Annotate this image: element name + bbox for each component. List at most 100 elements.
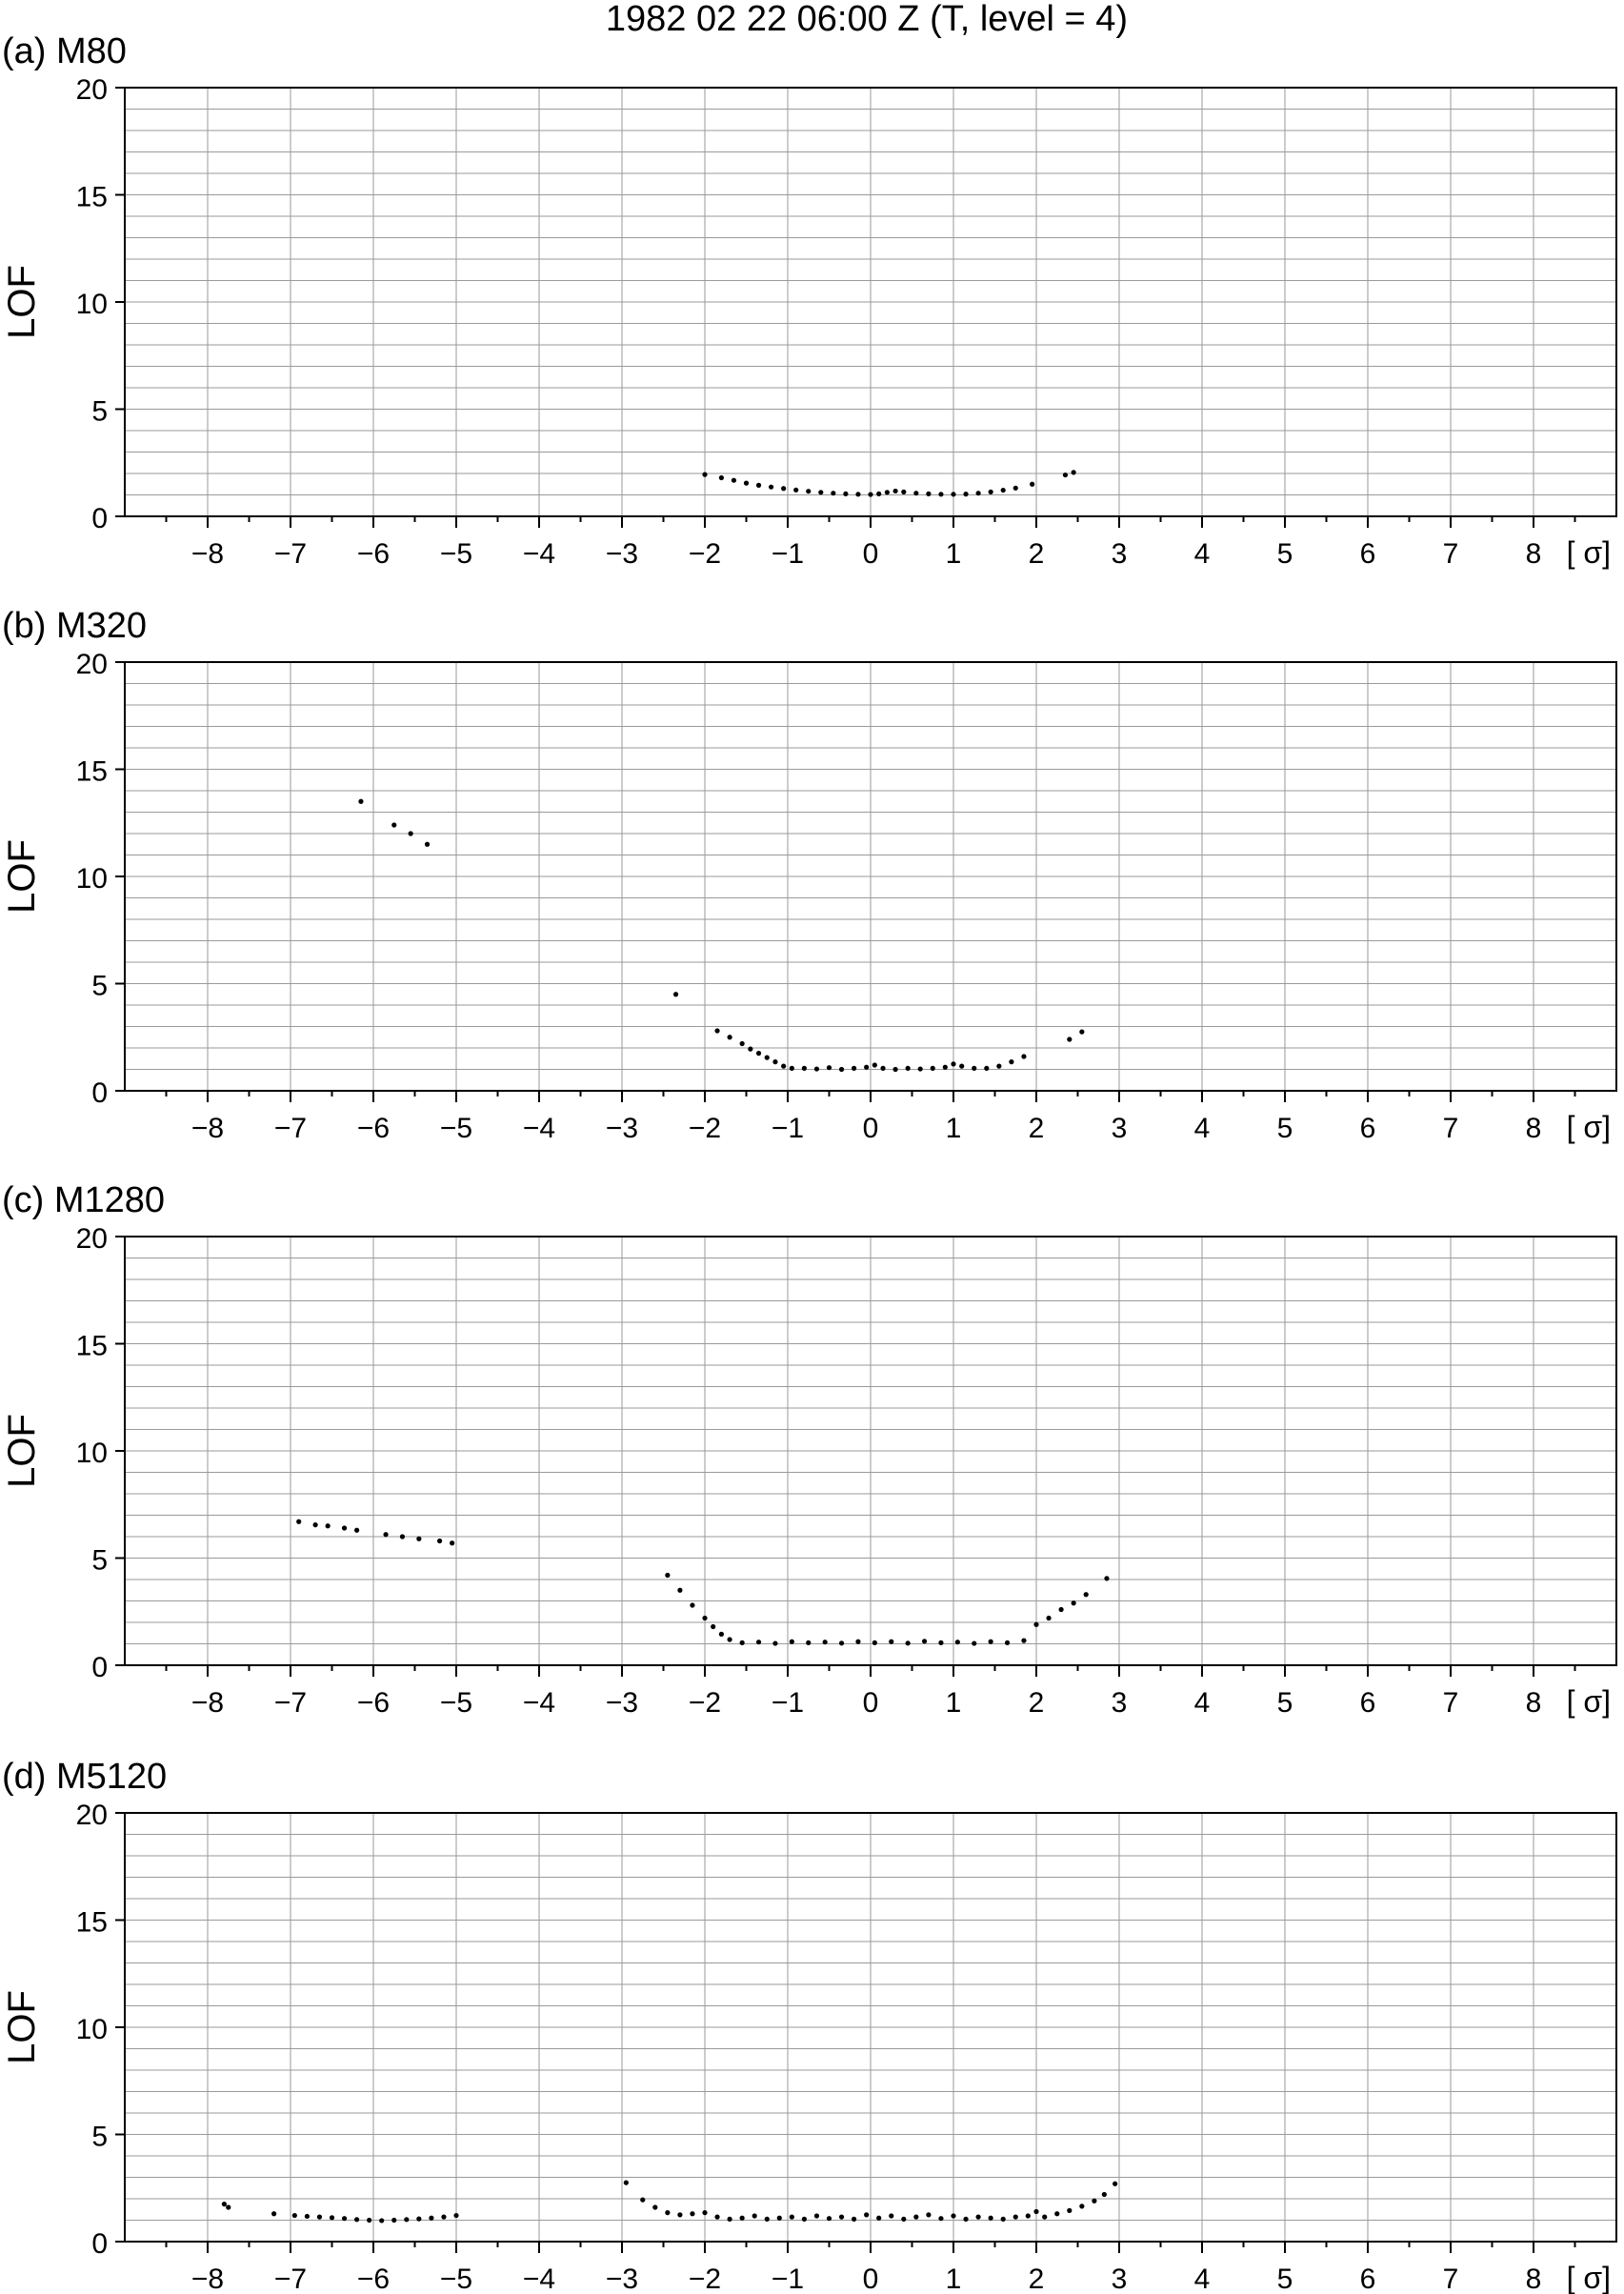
data-point	[711, 1623, 716, 1630]
x-tick-label: 5	[1277, 538, 1293, 570]
data-point	[801, 1065, 808, 1071]
data-point	[781, 486, 787, 492]
data-point	[1030, 481, 1035, 487]
y-axis-label: LOF	[1, 1990, 43, 2064]
data-point	[972, 1065, 977, 1071]
x-tick-label: 0	[863, 1687, 879, 1719]
data-point	[383, 1532, 389, 1538]
data-point	[880, 1065, 886, 1071]
data-point	[913, 2214, 919, 2220]
x-tick-label: −1	[772, 538, 804, 570]
data-point	[354, 1527, 360, 1533]
data-point	[450, 1540, 455, 1546]
x-tick-label: −2	[689, 1687, 721, 1719]
data-point	[1046, 1615, 1052, 1621]
x-tick-label: 4	[1194, 1687, 1211, 1719]
data-point	[1033, 2208, 1039, 2215]
data-point	[926, 2212, 932, 2218]
y-tick-label: 20	[76, 1800, 108, 1831]
x-tick-label: 2	[1029, 1113, 1045, 1144]
data-point	[872, 1062, 877, 1068]
data-point	[789, 2214, 794, 2220]
x-tick-label: 6	[1360, 1687, 1376, 1719]
data-point	[831, 491, 836, 496]
y-tick-label: 15	[76, 182, 108, 213]
data-point	[864, 2212, 870, 2218]
x-tick-label: −7	[274, 2264, 307, 2294]
data-point	[975, 491, 981, 496]
data-point	[1054, 2211, 1060, 2217]
x-tick-label: −8	[191, 1687, 224, 1719]
data-point	[652, 2204, 658, 2210]
data-point	[748, 1046, 753, 1052]
data-point	[665, 2210, 671, 2216]
data-point	[1021, 1638, 1027, 1643]
x-tick-label: 5	[1277, 1113, 1293, 1144]
x-tick-label: −1	[772, 1113, 804, 1144]
data-point	[731, 477, 737, 483]
y-tick-label: 5	[91, 971, 108, 1002]
data-point	[755, 482, 762, 488]
data-point	[855, 492, 861, 497]
x-tick-label: −6	[357, 1113, 390, 1144]
x-tick-label: 3	[1112, 2264, 1128, 2294]
data-point	[690, 2211, 695, 2217]
x-tick-label: 1	[946, 1687, 962, 1719]
chart-panel: (b) M320 0 5 10 15 20 −8 −7 −6 −5 −4 −3 −2 −1 0 1 2 3 4 5 6 7…	[1, 606, 1617, 1144]
data-point	[1083, 1592, 1089, 1598]
panel-label: (b) M320	[2, 606, 147, 646]
data-point	[813, 1066, 820, 1072]
data-point	[1021, 1054, 1027, 1059]
y-tick-label: 10	[76, 863, 108, 895]
data-point	[905, 1640, 911, 1646]
data-point	[752, 2213, 757, 2219]
y-tick-label: 0	[91, 1077, 108, 1109]
data-point	[341, 1525, 348, 1531]
data-point	[793, 487, 799, 493]
data-point	[316, 2214, 323, 2220]
data-point	[905, 1065, 911, 1071]
data-point	[781, 1063, 787, 1069]
data-point	[901, 2216, 907, 2222]
data-point	[959, 1063, 965, 1069]
data-point	[665, 1572, 671, 1579]
x-tick-label: −3	[606, 538, 638, 570]
x-tick-label: −1	[772, 1687, 804, 1719]
data-point	[677, 1587, 683, 1593]
data-point	[291, 2212, 297, 2219]
data-point	[769, 484, 774, 490]
x-tick-label: −5	[440, 1113, 472, 1144]
x-tick-label: 4	[1194, 1113, 1211, 1144]
data-point	[623, 2180, 629, 2185]
data-point	[838, 2214, 845, 2220]
data-point	[379, 2218, 385, 2224]
data-point	[822, 1640, 828, 1645]
data-point	[984, 1065, 990, 1071]
x-tick-label: 2	[1029, 2264, 1045, 2294]
x-tick-label: −8	[191, 538, 224, 570]
x-tick-label: 8	[1526, 1113, 1542, 1144]
y-tick-label: 15	[76, 1907, 108, 1939]
data-point	[718, 474, 725, 481]
x-tick-label: −5	[440, 538, 472, 570]
data-point	[963, 492, 969, 497]
data-point	[325, 1523, 331, 1529]
x-tick-label: 0	[863, 1113, 879, 1144]
data-point	[975, 2214, 981, 2220]
data-point	[1079, 2203, 1085, 2209]
data-point	[1033, 1621, 1039, 1627]
data-point	[988, 2215, 993, 2221]
x-tick-label: −4	[523, 538, 555, 570]
data-point	[727, 2216, 732, 2222]
data-point	[429, 2215, 434, 2221]
x-tick-label: −6	[357, 2264, 390, 2294]
data-point	[1067, 2207, 1073, 2213]
y-tick-label: 20	[76, 74, 108, 106]
data-point	[838, 1640, 845, 1646]
data-point	[367, 2217, 372, 2224]
chart-panel: (d) M5120 0 5 10 15 20 −8 −7 −6 −5 −4 −3 −2 −1 0 1 2 3 4 5 6…	[1, 1757, 1617, 2294]
x-tick-label: −2	[689, 2264, 721, 2294]
data-point	[789, 1065, 794, 1071]
data-point	[714, 2214, 720, 2220]
x-tick-label: −5	[440, 2264, 472, 2294]
